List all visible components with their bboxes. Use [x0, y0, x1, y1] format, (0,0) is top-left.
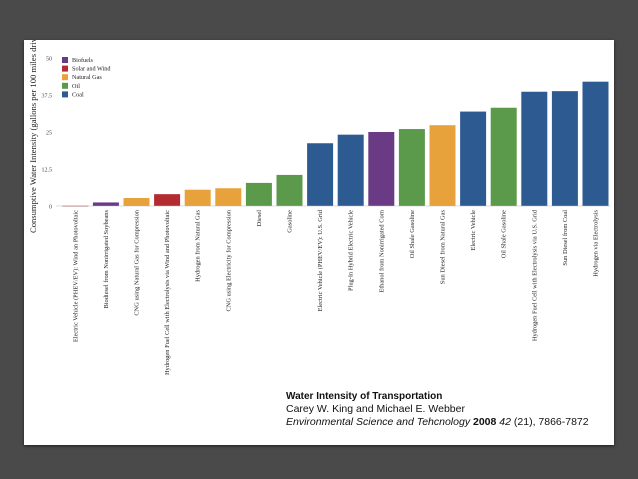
slide-panel: Consumptive Water Intensity (gallons per… — [24, 40, 614, 445]
y-tick-label: 0 — [49, 205, 52, 211]
bar — [460, 111, 487, 206]
bar — [582, 81, 609, 206]
bar — [123, 198, 150, 206]
citation-volume: 42 — [499, 416, 511, 428]
legend-swatch — [62, 65, 68, 72]
bar-chart: Consumptive Water Intensity (gallons per… — [28, 40, 611, 375]
y-axis-title: Consumptive Water Intensity (gallons per… — [28, 40, 38, 233]
legend-label: Biofuels — [72, 57, 94, 64]
bar — [490, 107, 517, 206]
category-label: Oil Shale Gasoline — [409, 210, 416, 258]
bar — [215, 188, 242, 206]
category-label: Sun Diesel from Coal — [562, 210, 569, 266]
citation-block: Water Intensity of Transportation Carey … — [286, 390, 589, 429]
bar — [184, 189, 211, 206]
category-label: Hydrogen from Natural Gas — [195, 209, 202, 281]
category-label: Electric Vehicle (PHEV/EV): U.S. Grid — [317, 209, 324, 311]
y-tick-label: 37.5 — [42, 94, 53, 100]
legend-label: Coal — [72, 91, 84, 98]
category-label: Plug-In Hybrid Electric Vehicle — [348, 210, 355, 291]
category-label: Electric Vehicle — [470, 210, 477, 251]
bar — [276, 174, 303, 206]
legend-label: Natural Gas — [72, 74, 102, 81]
category-label: Sun Diesel from Natural Gas — [440, 209, 447, 284]
category-label: Gasoline — [287, 210, 294, 233]
legend-label: Solar and Wind — [72, 66, 111, 73]
legend-swatch — [62, 91, 68, 98]
legend-swatch — [62, 74, 68, 81]
bar — [92, 202, 119, 206]
legend-swatch — [62, 82, 68, 89]
category-label: Biodiesel from Nonirrigated Soybeans — [103, 210, 110, 309]
bar — [307, 143, 334, 206]
bar — [521, 91, 548, 206]
y-tick-label: 12.5 — [42, 168, 53, 174]
bar — [368, 132, 395, 206]
citation-title: Water Intensity of Transportation — [286, 391, 443, 402]
bar — [154, 194, 181, 206]
bar — [551, 91, 578, 206]
category-label: CNG using Natural Gas for Compression — [134, 209, 141, 315]
category-label: Ethanol from Nonirrigated Corn — [378, 209, 385, 292]
bar — [398, 129, 425, 206]
category-label: Hydrogen Fuel Cell with Electrolysis via… — [164, 210, 171, 375]
y-tick-label: 25 — [46, 131, 52, 137]
y-tick-label: 50 — [46, 57, 52, 63]
category-label: Hydrogen via Electrolysis — [593, 209, 600, 276]
citation-reference: Environmental Science and Tehcnology 200… — [286, 416, 589, 429]
category-label: Oil Shale Gasoline — [501, 210, 508, 258]
legend-label: Oil — [72, 83, 80, 90]
citation-authors: Carey W. King and Michael E. Webber — [286, 403, 465, 415]
citation-journal: Environmental Science and Tehcnology — [286, 416, 471, 428]
legend-swatch — [62, 57, 68, 63]
category-label: Electric Vehicle (PHEV/EV): Wind an Phot… — [72, 210, 79, 342]
category-label: CNG using Electricity for Compression — [225, 209, 232, 311]
bar — [337, 134, 364, 206]
citation-pages: (21), 7866-7872 — [513, 416, 589, 428]
citation-year: 2008 — [473, 416, 497, 428]
bar — [429, 125, 456, 206]
category-label: Diesel — [256, 210, 263, 227]
category-label: Hydrogen Fuel Cell with Electrolysis via… — [531, 209, 538, 341]
bar — [245, 182, 272, 206]
